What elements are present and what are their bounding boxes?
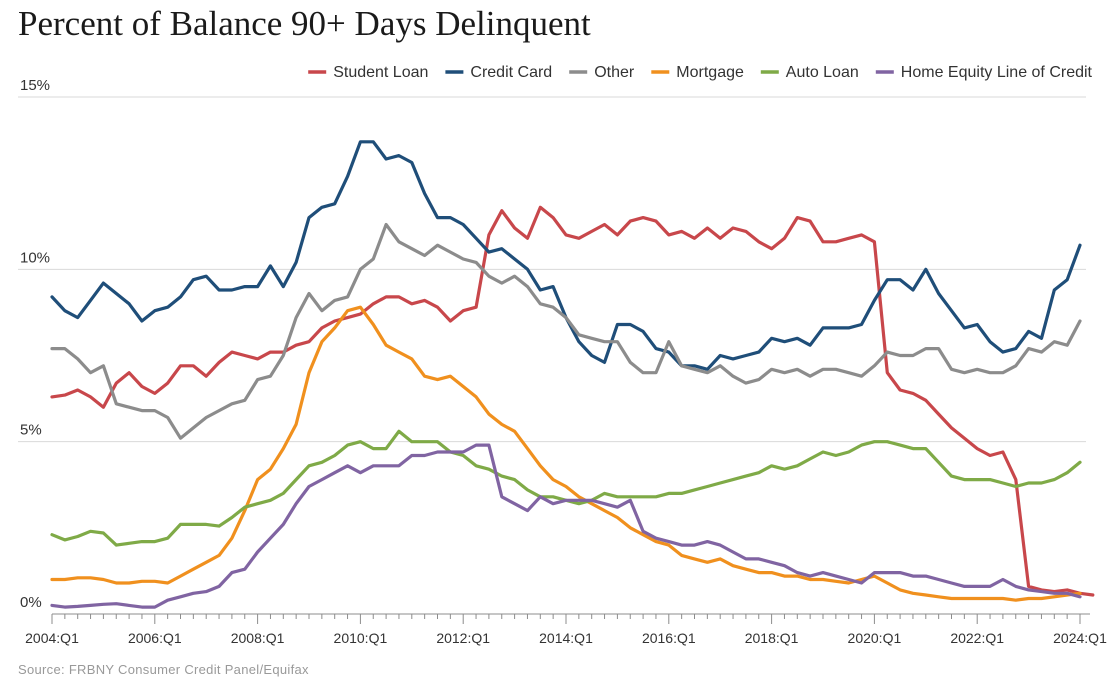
- y-tick-label: 5%: [20, 422, 42, 439]
- x-tick-label: 2006:Q1: [128, 630, 182, 646]
- legend-item-credit-card[interactable]: Credit Card: [445, 64, 552, 81]
- x-tick-label: 2004:Q1: [25, 630, 79, 646]
- y-tick-label: 15%: [20, 77, 50, 94]
- legend-item-home-equity-line-of-credit[interactable]: Home Equity Line of Credit: [875, 64, 1093, 81]
- series-line-other: [50, 222, 1082, 440]
- x-tick-label: 2014:Q1: [539, 630, 593, 646]
- y-axis: 15% 10% 5% 0%: [20, 77, 50, 611]
- series-line-student-loan: [50, 205, 1095, 597]
- series-line-credit-card: [50, 140, 1082, 371]
- series-lines: [50, 140, 1095, 609]
- chart-title: Percent of Balance 90+ Days Delinquent: [18, 4, 591, 43]
- legend-item-auto-loan[interactable]: Auto Loan: [760, 64, 859, 81]
- legend-label: Home Equity Line of Credit: [901, 64, 1093, 81]
- x-axis: 2004:Q1 2006:Q1 2008:Q1 2010:Q1 2012:Q1 2014:…: [25, 613, 1107, 646]
- legend-item-other[interactable]: Other: [569, 64, 635, 81]
- x-tick-label: 2024:Q1: [1053, 630, 1107, 646]
- x-tick-label: 2010:Q1: [334, 630, 388, 646]
- source-note: Source: FRBNY Consumer Credit Panel/Equi…: [18, 662, 309, 677]
- x-tick-label: 2008:Q1: [231, 630, 285, 646]
- legend-label: Other: [594, 64, 635, 81]
- legend-item-student-loan[interactable]: Student Loan: [308, 64, 428, 81]
- legend: Student Loan Credit Card Other Mortgage Auto…: [308, 64, 1093, 81]
- y-tick-label: 10%: [20, 249, 50, 266]
- x-tick-label: 2022:Q1: [950, 630, 1004, 646]
- gridlines: [18, 96, 1086, 443]
- series-line-mortgage: [50, 305, 1082, 602]
- x-tick-label: 2012:Q1: [436, 630, 490, 646]
- x-tick-label: 2016:Q1: [642, 630, 696, 646]
- y-tick-label: 0%: [20, 594, 42, 611]
- x-tick-label: 2018:Q1: [745, 630, 799, 646]
- legend-label: Auto Loan: [786, 64, 859, 81]
- legend-label: Student Loan: [333, 64, 428, 81]
- legend-label: Mortgage: [676, 64, 744, 81]
- legend-label: Credit Card: [470, 64, 552, 81]
- legend-item-mortgage[interactable]: Mortgage: [651, 64, 744, 81]
- series-line-home-equity-line-of-credit: [50, 443, 1082, 609]
- x-tick-label: 2020:Q1: [848, 630, 902, 646]
